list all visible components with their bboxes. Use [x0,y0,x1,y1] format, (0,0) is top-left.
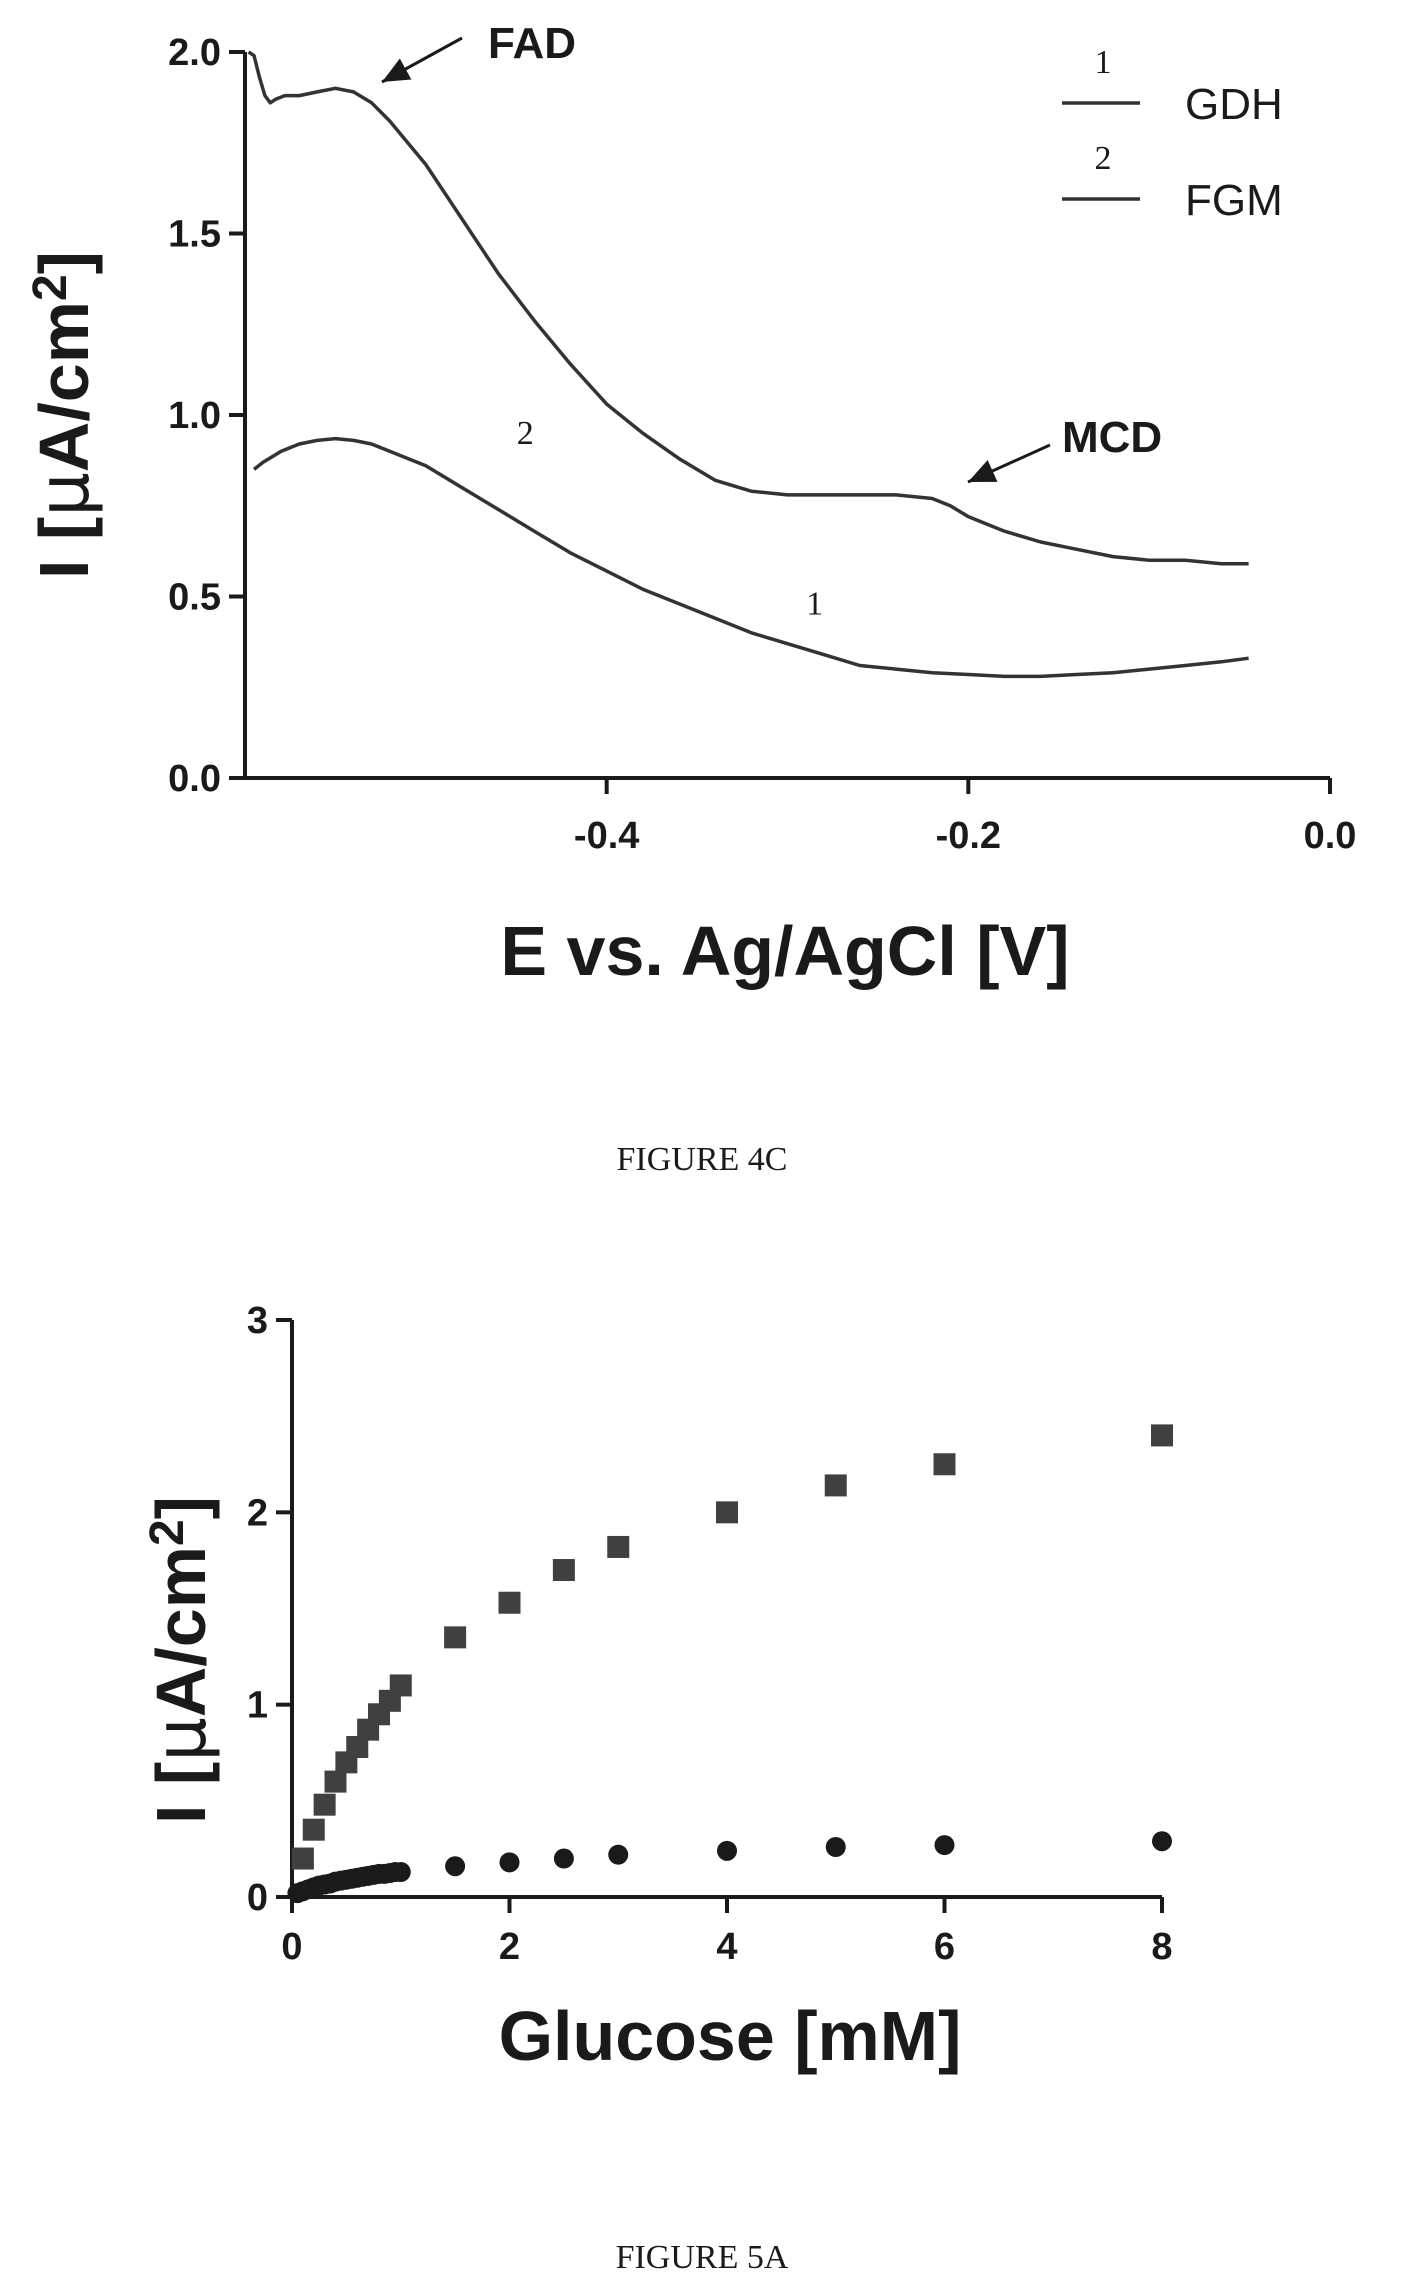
x-tick-label: -0.2 [936,815,1001,857]
y-axis-label: I [μA/cm2] [23,251,105,579]
data-point-square [933,1453,956,1476]
y-tick-label: 1.0 [168,395,221,437]
data-point-square [346,1735,369,1758]
y-axis-label-main: I [ [142,1762,220,1824]
data-point-circle [608,1844,629,1865]
data-point-square [444,1626,467,1649]
y-axis-label-unit: A/cm [25,301,103,472]
legend-number: 2 [1095,140,1112,177]
legend-number: 1 [1095,44,1112,81]
x-tick-label: 0.0 [1304,815,1357,857]
annotation-fad: FAD [488,19,576,68]
data-point-circle [825,1836,846,1857]
annotation-mcd: MCD [1062,413,1162,462]
legend-label: GDH [1185,80,1283,129]
y-axis-label-sup: 2 [141,1519,194,1546]
data-point-square [552,1559,575,1582]
data-point-square [607,1535,630,1558]
legend-label: FGM [1185,176,1283,225]
series-number-label: 2 [517,415,534,452]
series-number-label: 1 [806,586,823,623]
y-axis-label-main: I [ [25,517,103,579]
y-tick-label: 3 [247,1300,268,1342]
data-point-square [291,1847,314,1870]
y-axis-label: I [μA/cm2] [140,1496,222,1824]
data-point-circle [553,1848,574,1869]
y-axis-label-close: ] [25,251,103,274]
y-tick-label: 0.0 [168,758,221,800]
data-point-square [313,1793,336,1816]
x-tick-label: -0.4 [574,815,639,857]
x-tick-label: 2 [499,1926,520,1968]
y-axis-label-close: ] [142,1496,220,1519]
y-tick-label: 0 [247,1877,268,1919]
y-tick-label: 1 [247,1685,268,1727]
x-tick-label: 4 [716,1926,737,1968]
figure-caption-5a: FIGURE 5A [616,2239,789,2276]
series-line-gdh [252,436,1249,679]
y-axis-label-unit: A/cm [142,1546,220,1717]
x-tick-label: 0 [281,1926,302,1968]
data-point-square [389,1674,412,1697]
x-tick-label: 8 [1151,1926,1172,1968]
x-tick-label: 6 [934,1926,955,1968]
series-line-fgm [247,50,1249,566]
y-tick-label: 1.5 [168,214,221,256]
data-point-square [824,1474,847,1497]
y-axis-label-mu: μ [23,472,105,517]
data-point-circle [390,1861,411,1882]
data-point-square [324,1770,347,1793]
y-tick-label: 0.5 [168,577,221,619]
data-point-square [302,1818,325,1841]
y-tick-label: 2.0 [168,32,221,74]
data-point-circle [445,1856,466,1877]
y-axis-label-sup: 2 [24,274,77,301]
y-axis-label-mu: μ [140,1717,222,1762]
chart-legend: 1 GDH 2 FGM [1062,44,1283,225]
y-tick-label: 2 [247,1492,268,1534]
x-axis-label: Glucose [mM] [499,1997,962,2075]
data-point-square [1151,1424,1173,1447]
fad-arrow [381,36,463,84]
mcd-arrow [967,443,1051,484]
data-point-circle [1152,1831,1172,1852]
figure-caption-4c: FIGURE 4C [617,1141,788,1178]
x-axis-label: E vs. Ag/AgCl [V] [500,912,1069,990]
data-point-circle [717,1840,737,1861]
cyclic-voltammetry-chart: 0.0 0.5 1.0 1.5 2.0 -0.4 -0.2 0.0 1 2 FAD MCD 1 GD… [23,19,1356,990]
data-point-circle [499,1852,520,1873]
data-point-square [498,1591,521,1614]
data-point-circle [934,1835,955,1856]
data-point-square [716,1501,738,1524]
